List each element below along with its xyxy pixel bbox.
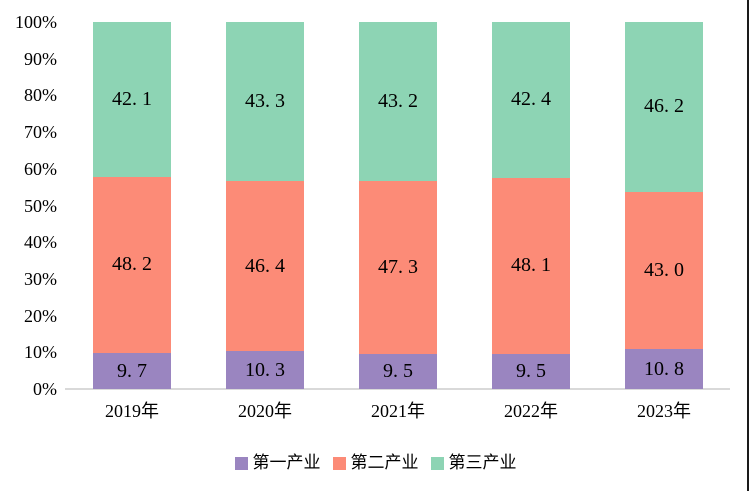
y-tick-label: 40% bbox=[24, 232, 57, 253]
right-border-line bbox=[747, 0, 749, 491]
x-axis-label: 2022年 bbox=[504, 401, 558, 421]
y-tick-label: 50% bbox=[24, 195, 57, 216]
bar-segment: 9. 7 bbox=[93, 353, 171, 389]
bar-segment: 48. 2 bbox=[93, 176, 171, 354]
bar-segment: 43. 3 bbox=[226, 22, 304, 181]
data-label: 43. 3 bbox=[245, 89, 285, 112]
bar-column: 9. 7 48. 2 42. 1 bbox=[93, 22, 171, 389]
legend-swatch-icon bbox=[234, 456, 248, 470]
data-label: 9. 5 bbox=[383, 360, 413, 383]
legend-swatch-icon bbox=[332, 456, 346, 470]
y-tick-label: 100% bbox=[15, 12, 57, 32]
y-tick-label: 20% bbox=[24, 305, 57, 326]
data-label: 42. 1 bbox=[112, 87, 152, 110]
legend-label: 第三产业 bbox=[448, 453, 517, 472]
data-label: 47. 3 bbox=[378, 255, 418, 278]
y-tick-label: 30% bbox=[24, 268, 57, 289]
y-tick-label: 70% bbox=[24, 122, 57, 143]
bar-column: 10. 3 46. 4 43. 3 bbox=[226, 22, 304, 389]
plot-area: 9. 7 48. 2 42. 1 10. 3 46. 4 43. 3 9. 5 47. 3 43… bbox=[65, 22, 730, 389]
legend-label: 第二产业 bbox=[350, 453, 419, 472]
data-label: 42. 4 bbox=[511, 88, 551, 111]
bar-segment: 47. 3 bbox=[359, 180, 437, 355]
bar-segment: 48. 1 bbox=[492, 177, 570, 355]
bar-segment: 10. 8 bbox=[625, 349, 703, 389]
bar-segment: 42. 1 bbox=[93, 22, 171, 177]
data-label: 48. 2 bbox=[112, 253, 152, 276]
x-axis-label: 2019年 bbox=[105, 401, 159, 421]
y-tick-label: 60% bbox=[24, 158, 57, 179]
data-label: 9. 7 bbox=[117, 359, 147, 382]
data-label: 46. 2 bbox=[644, 95, 684, 118]
legend-label: 第一产业 bbox=[252, 453, 321, 472]
x-axis-line bbox=[65, 388, 730, 390]
legend: 第一产业 第二产业 第三产业 bbox=[0, 452, 751, 474]
data-label: 9. 5 bbox=[516, 360, 546, 383]
bar-segment: 42. 4 bbox=[492, 22, 570, 178]
bar-segment: 46. 4 bbox=[226, 180, 304, 352]
data-label: 46. 4 bbox=[245, 254, 285, 277]
data-label: 43. 2 bbox=[378, 89, 418, 112]
data-label: 10. 3 bbox=[245, 358, 285, 381]
y-tick-label: 80% bbox=[24, 85, 57, 106]
bar-segment: 43. 0 bbox=[625, 191, 703, 350]
legend-item: 第一产业 bbox=[234, 453, 321, 473]
bar-column: 9. 5 47. 3 43. 2 bbox=[359, 22, 437, 389]
bar-segment: 9. 5 bbox=[359, 354, 437, 389]
data-label: 10. 8 bbox=[644, 357, 684, 380]
x-axis-label: 2020年 bbox=[238, 401, 292, 421]
y-tick-label: 90% bbox=[24, 48, 57, 69]
data-label: 43. 0 bbox=[644, 258, 684, 281]
x-axis-label: 2021年 bbox=[371, 401, 425, 421]
bar-segment: 43. 2 bbox=[359, 22, 437, 181]
bar-column: 9. 5 48. 1 42. 4 bbox=[492, 22, 570, 389]
y-tick-label: 0% bbox=[33, 379, 57, 399]
x-axis-label: 2023年 bbox=[637, 401, 691, 421]
legend-item: 第三产业 bbox=[430, 453, 517, 473]
legend-swatch-icon bbox=[430, 456, 444, 470]
legend-item: 第二产业 bbox=[332, 453, 419, 473]
bar-segment: 9. 5 bbox=[492, 354, 570, 389]
bar-segment: 10. 3 bbox=[226, 351, 304, 389]
data-label: 48. 1 bbox=[511, 254, 551, 277]
y-tick-label: 10% bbox=[24, 342, 57, 363]
bar-column: 10. 8 43. 0 46. 2 bbox=[625, 22, 703, 389]
bar-segment: 46. 2 bbox=[625, 22, 703, 192]
